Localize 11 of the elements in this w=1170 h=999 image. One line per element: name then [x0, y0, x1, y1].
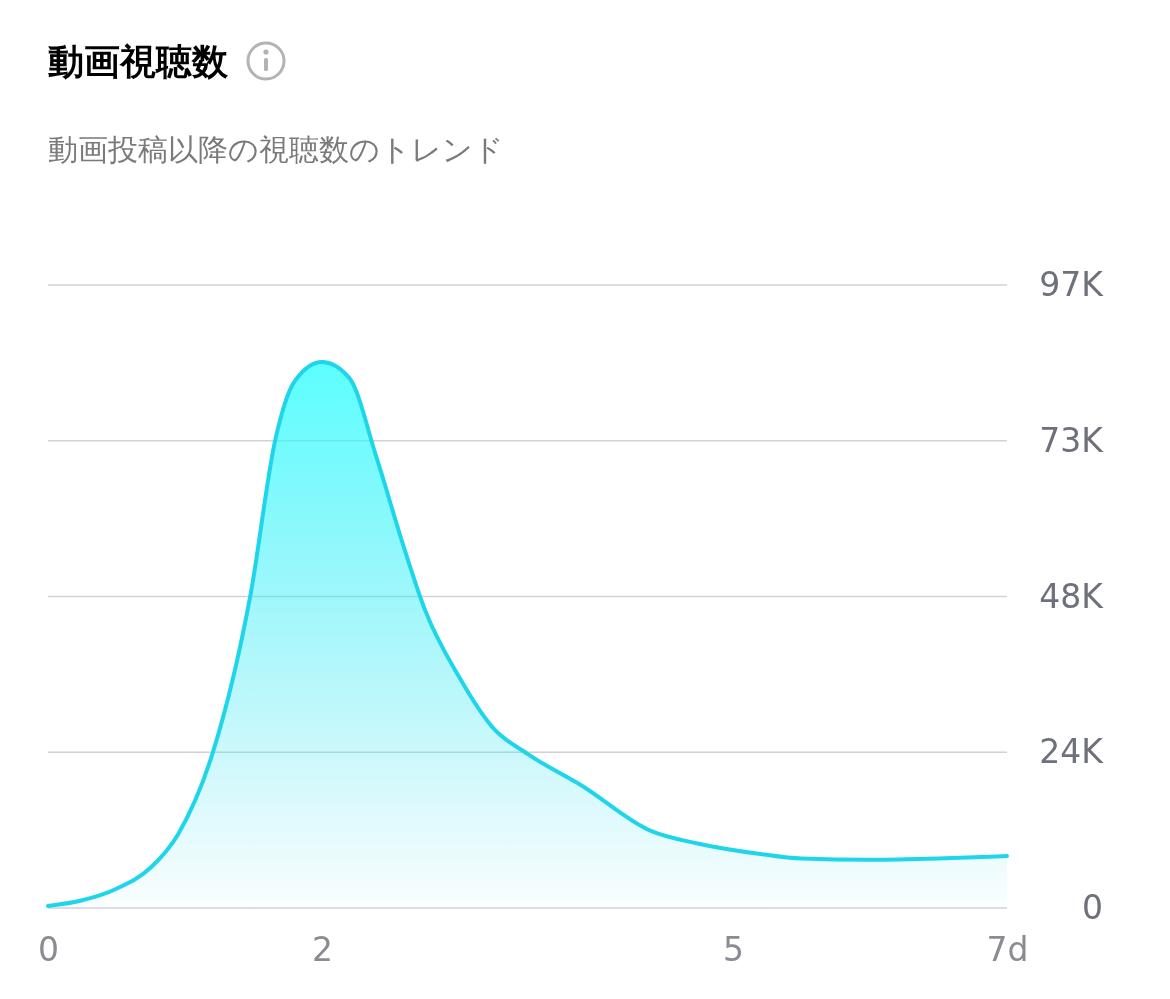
y-tick-label: 0 [1082, 888, 1103, 928]
x-tick-label: 0 [38, 930, 59, 970]
y-tick-label: 24K [1039, 732, 1105, 772]
x-tick-label: 5 [723, 930, 744, 970]
x-tick-label: 7d [986, 930, 1029, 970]
chart-title: 動画視聴数 [48, 41, 229, 82]
y-tick-label: 97K [1039, 265, 1105, 305]
x-tick-label: 2 [312, 930, 333, 970]
chart-subtitle: 動画投稿以降の視聴数のトレンド [48, 132, 504, 167]
y-tick-label: 48K [1039, 576, 1105, 616]
y-tick-label: 73K [1039, 420, 1105, 460]
